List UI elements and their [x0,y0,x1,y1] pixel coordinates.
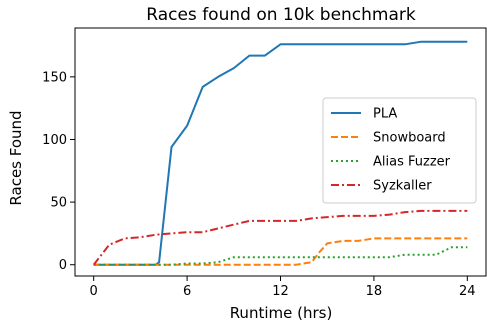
x-tick-label: 6 [183,284,191,299]
x-tick-label: 18 [366,284,383,299]
series-line-snowboard [93,237,468,266]
legend-box [322,97,477,204]
series-line-syzkaller [92,209,468,266]
y-tick-label: 150 [42,70,67,85]
y-axis-label: Races Found [7,110,25,205]
legend-label-snowboard: Snowboard [373,131,446,146]
plot-frame [74,27,487,277]
series-line-pla [93,40,468,266]
legend-label-alias-fuzzer: Alias Fuzzer [373,155,451,170]
x-tick-label: 0 [90,284,98,299]
chart-title: Races found on 10k benchmark [146,5,416,25]
y-tick-label: 0 [59,258,67,273]
series-line-alias-fuzzer [93,246,468,266]
series-layer [92,40,468,266]
y-tick-label: 50 [50,196,67,211]
x-tick-label: 24 [459,284,476,299]
ticks-layer: 0 6 12 18 24 0 50 100 150 [42,70,475,299]
legend-label-pla: PLA [373,107,397,122]
legend: PLA Snowboard Alias Fuzzer Syzkaller [322,97,477,204]
y-tick-label: 100 [42,133,67,148]
x-tick-label: 12 [272,284,289,299]
x-axis-label: Runtime (hrs) [230,304,333,322]
legend-label-syzkaller: Syzkaller [373,179,432,194]
